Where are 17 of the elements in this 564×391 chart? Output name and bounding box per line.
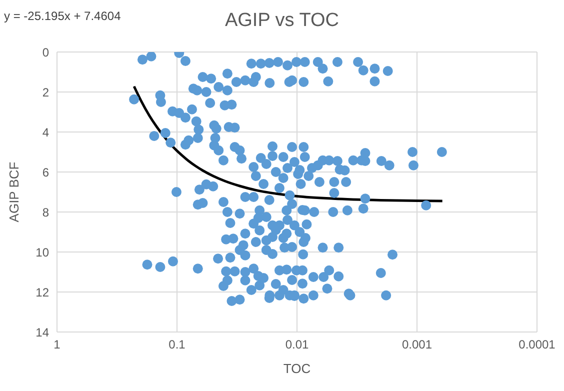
x-tick-label: 0.1 bbox=[168, 338, 186, 352]
x-tick-label: 0.01 bbox=[285, 338, 309, 352]
y-tick-label: 4 bbox=[42, 125, 50, 140]
y-tick-label: 2 bbox=[42, 85, 50, 100]
x-axis-title: TOC bbox=[283, 361, 311, 376]
y-axis-title: AGIP BCF bbox=[6, 162, 22, 222]
y-tick-label: 0 bbox=[42, 45, 50, 60]
y-tick-label: 12 bbox=[36, 285, 50, 300]
text: y = -25.195x + 7.4604 bbox=[4, 9, 121, 23]
y-tick-label: 8 bbox=[42, 205, 50, 220]
x-tick-label: 1 bbox=[54, 338, 61, 352]
y-tick-label: 6 bbox=[42, 165, 50, 180]
x-tick-label: 0.0001 bbox=[518, 338, 556, 352]
chart-title: AGIP vs TOC bbox=[224, 10, 340, 31]
y-tick-label: 10 bbox=[36, 245, 50, 260]
x-tick-label: 0.001 bbox=[402, 338, 432, 352]
y-tick-label: 14 bbox=[36, 325, 50, 340]
